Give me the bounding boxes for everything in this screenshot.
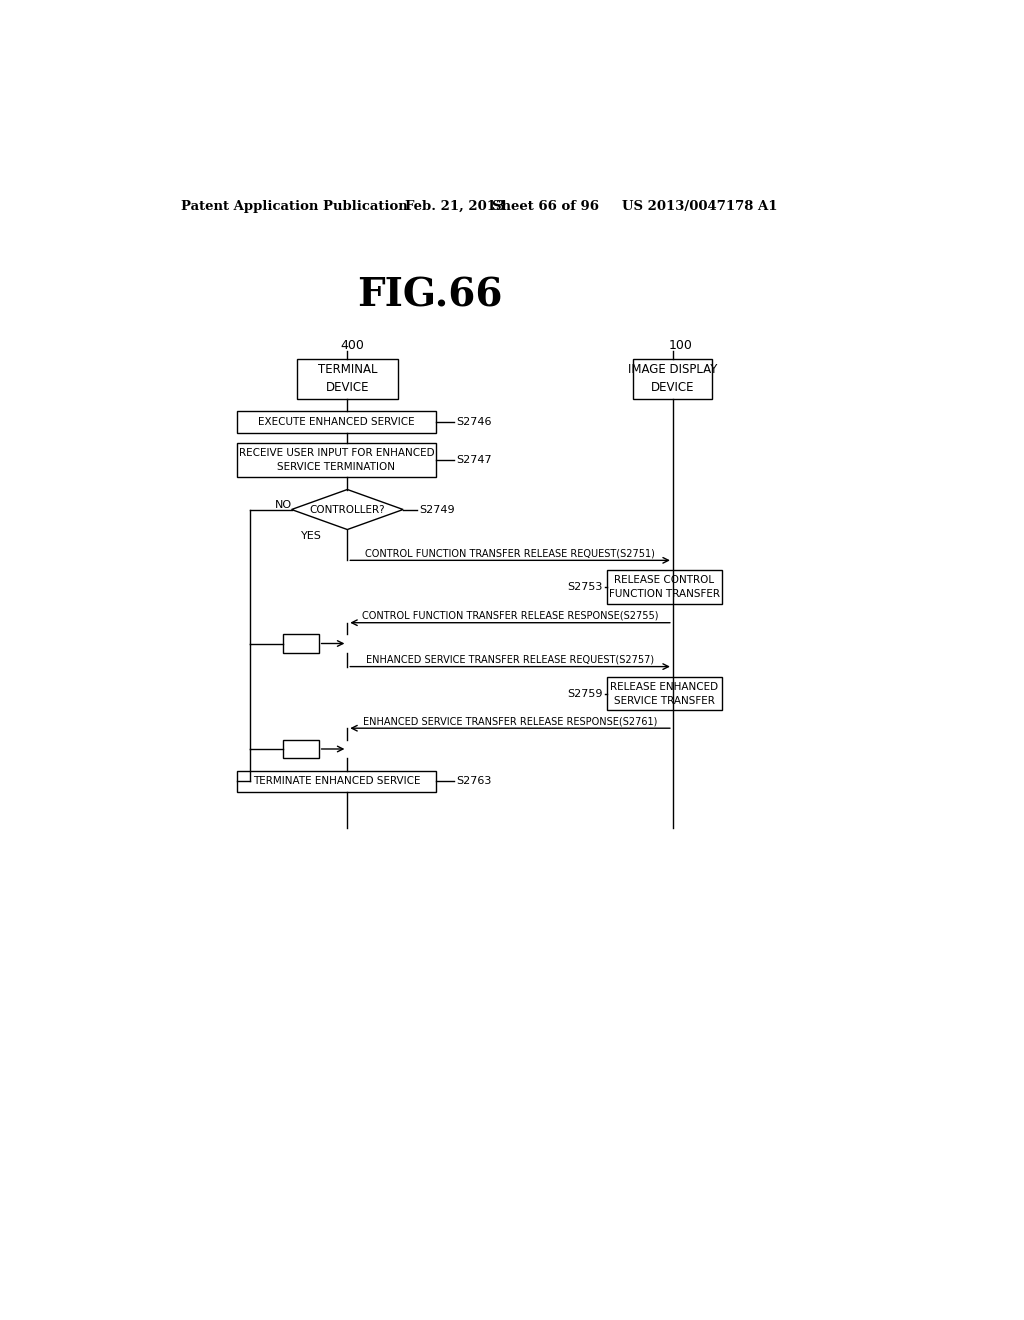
Bar [607,677,722,710]
Text: EXECUTE ENHANCED SERVICE: EXECUTE ENHANCED SERVICE [258,417,415,426]
Text: Feb. 21, 2013: Feb. 21, 2013 [406,199,506,213]
Text: CONTROL FUNCTION TRANSFER RELEASE REQUEST(S2751): CONTROL FUNCTION TRANSFER RELEASE REQUES… [366,548,655,558]
Text: TERMINAL
DEVICE: TERMINAL DEVICE [317,363,377,395]
Bar [283,739,318,758]
Text: S2746: S2746 [456,417,492,426]
Text: Sheet 66 of 96: Sheet 66 of 96 [493,199,599,213]
Text: TERMINATE ENHANCED SERVICE: TERMINATE ENHANCED SERVICE [253,776,420,787]
Text: S2753: S2753 [567,582,603,593]
Text: IMAGE DISPLAY
DEVICE: IMAGE DISPLAY DEVICE [628,363,718,395]
Text: FIG.66: FIG.66 [357,276,503,314]
Text: 100: 100 [669,339,693,352]
Text: Patent Application Publication: Patent Application Publication [180,199,408,213]
Text: S2763: S2763 [456,776,492,787]
Text: S2747: S2747 [456,455,492,465]
Bar [607,570,722,605]
Bar [633,359,713,399]
Text: NO: NO [274,500,292,510]
Text: RELEASE ENHANCED
SERVICE TRANSFER: RELEASE ENHANCED SERVICE TRANSFER [610,681,719,706]
Bar [237,771,436,792]
Text: CONTROLLER?: CONTROLLER? [309,504,385,515]
Text: RELEASE CONTROL
FUNCTION TRANSFER: RELEASE CONTROL FUNCTION TRANSFER [609,576,720,599]
Text: 400: 400 [340,339,365,352]
Bar [237,411,436,433]
Text: S2759: S2759 [567,689,603,698]
Text: CONTROL FUNCTION TRANSFER RELEASE RESPONSE(S2755): CONTROL FUNCTION TRANSFER RELEASE RESPON… [361,611,658,620]
Bar [237,444,436,478]
Text: YES: YES [301,531,322,541]
Bar [297,359,397,399]
Text: RECEIVE USER INPUT FOR ENHANCED
SERVICE TERMINATION: RECEIVE USER INPUT FOR ENHANCED SERVICE … [239,449,434,473]
Text: S2749: S2749 [420,504,455,515]
Bar [283,635,318,653]
Text: US 2013/0047178 A1: US 2013/0047178 A1 [623,199,778,213]
Text: ENHANCED SERVICE TRANSFER RELEASE REQUEST(S2757): ENHANCED SERVICE TRANSFER RELEASE REQUES… [366,655,654,665]
Polygon shape [292,490,403,529]
Text: ENHANCED SERVICE TRANSFER RELEASE RESPONSE(S2761): ENHANCED SERVICE TRANSFER RELEASE RESPON… [362,717,657,726]
